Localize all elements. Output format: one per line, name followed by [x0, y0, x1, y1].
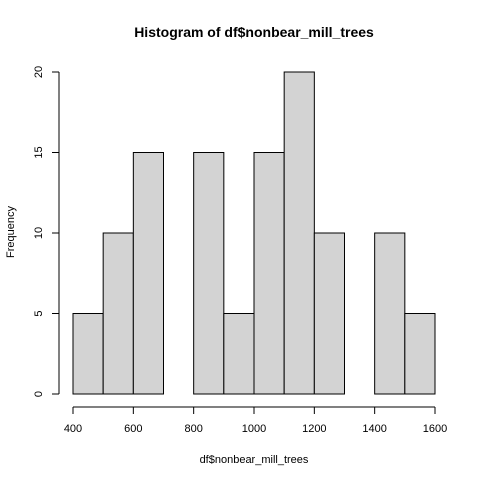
x-axis: 400 600 800 1000 1200 1400 1600: [64, 406, 447, 435]
x-tick-label: 1200: [302, 423, 326, 435]
y-axis: 0 5 10 15 20: [33, 66, 60, 397]
histogram-bar-800-900: [193, 152, 225, 395]
chart-title: Histogram of df$nonbear_mill_trees: [134, 24, 374, 40]
bars-group: [72, 71, 436, 395]
x-tick-label: 800: [184, 423, 202, 435]
histogram-bar-1100-1200: [283, 71, 315, 395]
x-tick-label: 400: [64, 423, 82, 435]
x-tick-label: 1600: [423, 423, 447, 435]
histogram-bar-1000-1100: [253, 152, 285, 395]
x-tick-label: 600: [124, 423, 142, 435]
histogram-bar-600-700: [132, 152, 164, 395]
y-tick-label: 20: [33, 66, 45, 78]
histogram-bar-500-600: [102, 232, 134, 395]
x-tick-label: 1400: [362, 423, 386, 435]
histogram-bar-1500-1600: [404, 313, 436, 395]
x-tick-label: 1000: [242, 423, 266, 435]
y-tick-label: 5: [33, 310, 45, 316]
y-tick-label: 0: [33, 391, 45, 397]
y-tick-label: 10: [33, 227, 45, 239]
x-axis-label: df$nonbear_mill_trees: [200, 454, 309, 466]
histogram-bar-400-500: [72, 313, 104, 395]
histogram-bar-900-1000: [223, 313, 255, 395]
histogram-bar-1400-1500: [374, 232, 406, 395]
y-axis-label: Frequency: [5, 206, 17, 258]
histogram-bar-1200-1300: [313, 232, 346, 395]
y-tick-label: 15: [33, 146, 45, 158]
